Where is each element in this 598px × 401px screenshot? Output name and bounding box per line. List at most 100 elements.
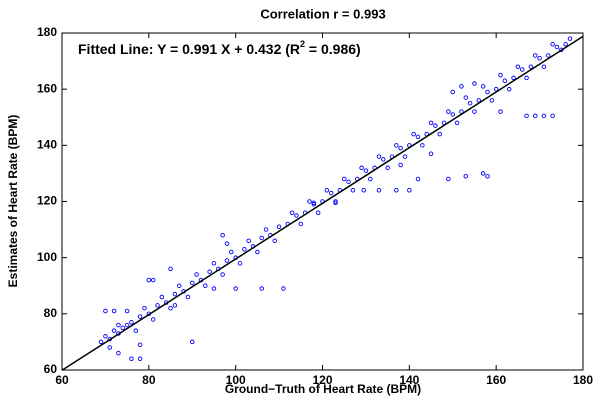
point bbox=[111, 328, 117, 333]
point bbox=[381, 157, 386, 162]
point bbox=[528, 64, 534, 69]
point bbox=[376, 188, 382, 193]
point bbox=[454, 120, 460, 126]
point bbox=[550, 113, 555, 119]
point bbox=[515, 64, 521, 69]
point bbox=[467, 100, 473, 106]
point bbox=[524, 75, 529, 81]
point bbox=[333, 199, 338, 204]
point bbox=[541, 64, 547, 69]
point bbox=[459, 84, 464, 89]
point bbox=[129, 320, 134, 325]
point bbox=[472, 81, 477, 86]
point bbox=[259, 235, 264, 241]
point bbox=[463, 173, 469, 179]
point bbox=[450, 89, 456, 95]
fitted-line bbox=[61, 35, 584, 371]
point bbox=[237, 261, 243, 266]
point bbox=[428, 120, 434, 126]
point bbox=[333, 200, 338, 206]
point bbox=[294, 213, 299, 218]
point bbox=[142, 305, 147, 311]
x-tick-label: 180 bbox=[573, 373, 593, 387]
point bbox=[107, 345, 113, 350]
point bbox=[541, 113, 547, 119]
annotation: Fitted Line: Y = 0.991 X + 0.432 (R2 = 0… bbox=[78, 39, 361, 56]
point bbox=[155, 303, 160, 308]
point bbox=[124, 322, 130, 328]
point bbox=[259, 286, 264, 291]
point bbox=[361, 188, 366, 193]
point bbox=[246, 238, 251, 244]
point bbox=[289, 210, 295, 215]
point bbox=[433, 123, 438, 128]
y-tick-label: 140 bbox=[37, 138, 57, 152]
point bbox=[103, 334, 108, 339]
point bbox=[554, 44, 560, 50]
point bbox=[172, 291, 178, 297]
point bbox=[476, 98, 482, 103]
point bbox=[189, 339, 195, 345]
point bbox=[116, 350, 121, 356]
point bbox=[359, 165, 364, 171]
point bbox=[328, 190, 334, 196]
point bbox=[263, 227, 269, 232]
point bbox=[411, 131, 416, 137]
point bbox=[394, 188, 399, 193]
point bbox=[207, 269, 212, 274]
point bbox=[150, 317, 156, 322]
x-tick-label: 100 bbox=[226, 373, 246, 387]
point bbox=[385, 165, 390, 171]
y-axis-label: Estimates of Heart Rate (BPM) bbox=[6, 115, 20, 288]
point bbox=[211, 286, 217, 291]
point bbox=[120, 325, 126, 331]
point bbox=[537, 56, 542, 61]
point bbox=[532, 113, 538, 119]
point bbox=[394, 143, 399, 148]
x-tick-label: 80 bbox=[142, 373, 156, 387]
point bbox=[137, 314, 143, 319]
point bbox=[489, 98, 495, 103]
point bbox=[298, 221, 304, 227]
point bbox=[480, 171, 486, 176]
annotation-part: = 0.986) bbox=[305, 41, 361, 57]
annotation-part: Fitted Line: Y = 0.991 X + 0.432 (R bbox=[78, 41, 300, 57]
point bbox=[567, 36, 573, 41]
point bbox=[363, 168, 369, 173]
point bbox=[398, 145, 403, 151]
point bbox=[415, 134, 421, 140]
point bbox=[407, 188, 412, 193]
point bbox=[502, 78, 508, 83]
point bbox=[229, 249, 234, 255]
point bbox=[350, 188, 356, 193]
x-tick-label: 120 bbox=[312, 373, 332, 387]
point bbox=[472, 109, 477, 114]
x-tick-label: 160 bbox=[486, 373, 506, 387]
point bbox=[137, 342, 143, 347]
point bbox=[111, 308, 117, 314]
point bbox=[563, 41, 568, 47]
point bbox=[446, 109, 451, 114]
point bbox=[150, 277, 156, 283]
point bbox=[463, 95, 469, 100]
point bbox=[346, 179, 351, 185]
point bbox=[485, 173, 490, 179]
x-axis-label: Ground−Truth of Heart Rate (BPM) bbox=[225, 382, 421, 396]
point bbox=[480, 84, 486, 89]
point bbox=[398, 162, 403, 168]
point bbox=[402, 154, 408, 159]
point bbox=[324, 188, 330, 193]
point bbox=[276, 224, 282, 230]
point bbox=[189, 280, 195, 286]
point bbox=[524, 113, 529, 119]
point bbox=[168, 305, 173, 311]
point bbox=[437, 131, 442, 137]
point bbox=[224, 258, 230, 263]
point bbox=[315, 210, 321, 215]
point bbox=[98, 339, 104, 345]
point bbox=[341, 176, 347, 182]
point bbox=[281, 286, 286, 291]
point bbox=[172, 303, 178, 308]
x-tick-label: 140 bbox=[399, 373, 419, 387]
